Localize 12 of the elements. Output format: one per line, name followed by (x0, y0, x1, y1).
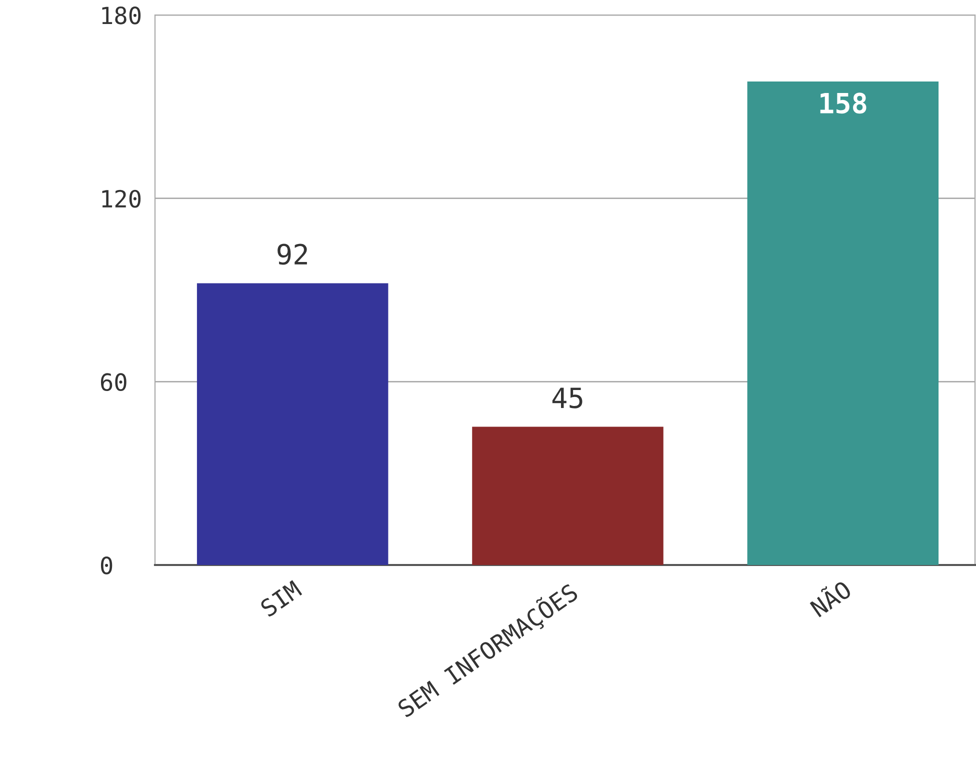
bar (747, 82, 939, 565)
y-tick-label: 0 (100, 556, 112, 574)
y-tick-label: 120 (102, 190, 141, 208)
y-tick-label: 180 (102, 6, 141, 24)
data-label: 158 (820, 92, 866, 114)
y-tick-label: 60 (100, 373, 126, 392)
data-label: 45 (552, 388, 582, 408)
x-tick-label: NÃO (807, 576, 852, 618)
x-tick-label: SIM (259, 580, 302, 618)
bar (196, 283, 388, 565)
bar (472, 426, 664, 565)
data-label: 92 (278, 244, 307, 265)
